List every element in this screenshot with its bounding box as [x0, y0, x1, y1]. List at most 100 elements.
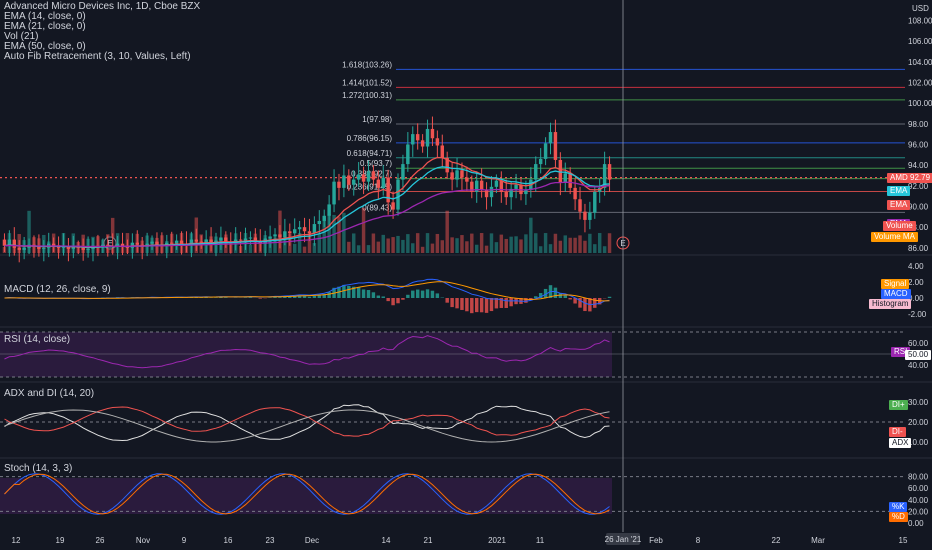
- macd-histogram-bar: [278, 297, 282, 298]
- price-tick-label: 86.00: [908, 244, 929, 253]
- adx-tick-label: 10.00: [908, 438, 929, 447]
- legend-fib[interactable]: Auto Fib Retracement (3, 10, Values, Lef…: [4, 51, 191, 62]
- candle-body: [189, 239, 194, 245]
- legend-ema14[interactable]: EMA (14, close, 0): [4, 11, 86, 22]
- volume-bar: [534, 233, 538, 253]
- volume-bar: [607, 233, 612, 253]
- macd-histogram-bar: [347, 286, 351, 298]
- candle-body: [150, 241, 154, 244]
- stoch-k-label: %K: [889, 502, 908, 512]
- volume-bar: [396, 235, 400, 253]
- volume-bar: [602, 246, 607, 253]
- volume-bar: [366, 245, 371, 253]
- stoch-title[interactable]: Stoch (14, 3, 3): [4, 463, 73, 474]
- macd-histogram-bar: [593, 298, 597, 308]
- candle-body: [347, 175, 351, 185]
- time-tick-label: Nov: [136, 536, 150, 545]
- candle-body: [593, 192, 597, 213]
- legend-vol[interactable]: Vol (21): [4, 31, 39, 42]
- candle-body: [568, 173, 572, 188]
- candle-body: [17, 247, 21, 250]
- candle-body: [371, 171, 376, 180]
- macd-title[interactable]: MACD (12, 26, close, 9): [4, 284, 111, 295]
- candle-body: [460, 170, 464, 178]
- macd-histogram-bar: [534, 296, 538, 298]
- stoch-k-line: [4, 473, 610, 515]
- volume-bar: [474, 244, 479, 253]
- volume-bar: [342, 212, 346, 253]
- candle-body: [499, 180, 504, 193]
- main-legend: Advanced Micro Devices Inc, 1D, Cboe BZX…: [4, 2, 200, 62]
- volume-bar: [381, 234, 385, 253]
- candle-body: [317, 220, 322, 225]
- volume-bar: [371, 233, 376, 253]
- macd-histogram-bar: [361, 289, 366, 298]
- adx-line: [4, 409, 610, 443]
- volume-bar: [420, 246, 425, 253]
- candle-body: [479, 180, 484, 190]
- volume-bar: [356, 245, 361, 253]
- macd-histogram-bar: [504, 298, 508, 308]
- candle-body: [327, 204, 331, 216]
- time-tick-label: Feb: [649, 536, 663, 545]
- price-tick-label: 92.00: [908, 182, 929, 191]
- symbol-title[interactable]: Advanced Micro Devices Inc, 1D, Cboe BZX: [4, 1, 201, 12]
- candle-body: [538, 158, 543, 165]
- rsi-line: [4, 335, 610, 369]
- price-tick-label: 88.00: [908, 223, 929, 232]
- price-tick-label: 108.00: [908, 16, 932, 25]
- candle-body: [337, 181, 341, 188]
- volume-bar: [588, 233, 592, 253]
- macd-histogram-bar: [391, 298, 395, 306]
- macd-histogram-bar: [474, 298, 479, 313]
- volume-bar: [435, 233, 440, 253]
- rsi-title[interactable]: RSI (14, close): [4, 334, 71, 345]
- candle-body: [583, 211, 587, 220]
- candle-body: [356, 174, 361, 180]
- rsi-tick-label: 40.00: [908, 361, 929, 370]
- macd-histogram-bar: [322, 294, 326, 298]
- rsi-band: [0, 332, 612, 377]
- volume-bar: [292, 243, 297, 253]
- macd-histogram-bar: [553, 287, 558, 298]
- candle-body: [174, 240, 179, 244]
- rsi-tick-label: 60.00: [908, 339, 929, 348]
- macd-tick-label: 2.00: [908, 278, 924, 287]
- macd-histogram-bar: [396, 298, 400, 304]
- legend-ema50[interactable]: EMA (50, close, 0): [4, 41, 86, 52]
- candle-body: [179, 240, 184, 244]
- candle-body: [504, 192, 508, 198]
- candle-body: [578, 199, 582, 212]
- macd-histogram-bar: [356, 287, 361, 298]
- volume-bar: [484, 245, 489, 253]
- candle-body: [342, 175, 346, 188]
- time-tick-label: 22: [772, 536, 781, 545]
- candle-body: [352, 179, 356, 185]
- macd-histogram-bar: [465, 298, 469, 312]
- legend-ema21[interactable]: EMA (21, close, 0): [4, 21, 86, 32]
- volume-bar: [489, 233, 494, 253]
- volume-bar: [347, 241, 351, 253]
- price-tick-label: 90.00: [908, 202, 929, 211]
- volume-bar: [573, 237, 577, 253]
- candle-body: [455, 170, 459, 180]
- candle-body: [86, 248, 90, 250]
- macd-histogram-bar: [371, 292, 376, 298]
- candle-body: [253, 237, 258, 242]
- volume-bar: [376, 241, 381, 253]
- candle-body: [573, 187, 577, 200]
- macd-histogram-bar: [499, 298, 504, 308]
- earnings-marker-label: E: [107, 239, 112, 248]
- candle-body: [130, 242, 135, 248]
- candle-body: [106, 244, 110, 246]
- macd-histogram-label: Histogram: [869, 299, 912, 309]
- volume-bar: [283, 240, 287, 253]
- volume-bar: [499, 234, 504, 253]
- time-tick-label: 26: [96, 536, 105, 545]
- adx-title[interactable]: ADX and DI (14, 20): [4, 388, 95, 399]
- candle-body: [288, 231, 292, 234]
- time-tick-label: Mar: [811, 536, 825, 545]
- candle-body: [268, 236, 272, 239]
